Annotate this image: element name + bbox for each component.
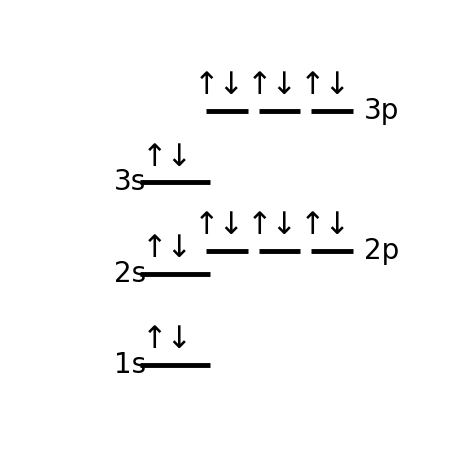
Text: ↑↓: ↑↓ <box>300 71 350 100</box>
Text: ↑↓: ↑↓ <box>194 211 245 240</box>
Text: 3s: 3s <box>114 168 146 197</box>
Text: ↑↓: ↑↓ <box>247 71 298 100</box>
Text: ↑↓: ↑↓ <box>194 71 245 100</box>
Text: ↑↓: ↑↓ <box>247 211 298 240</box>
Text: 2s: 2s <box>114 259 146 288</box>
Text: ↑↓: ↑↓ <box>142 143 193 172</box>
Text: ↑↓: ↑↓ <box>300 211 350 240</box>
Text: 3p: 3p <box>364 96 400 125</box>
Text: ↑↓: ↑↓ <box>142 234 193 263</box>
Text: ↑↓: ↑↓ <box>142 325 193 354</box>
Text: 2p: 2p <box>364 237 400 265</box>
Text: 1s: 1s <box>114 351 146 379</box>
